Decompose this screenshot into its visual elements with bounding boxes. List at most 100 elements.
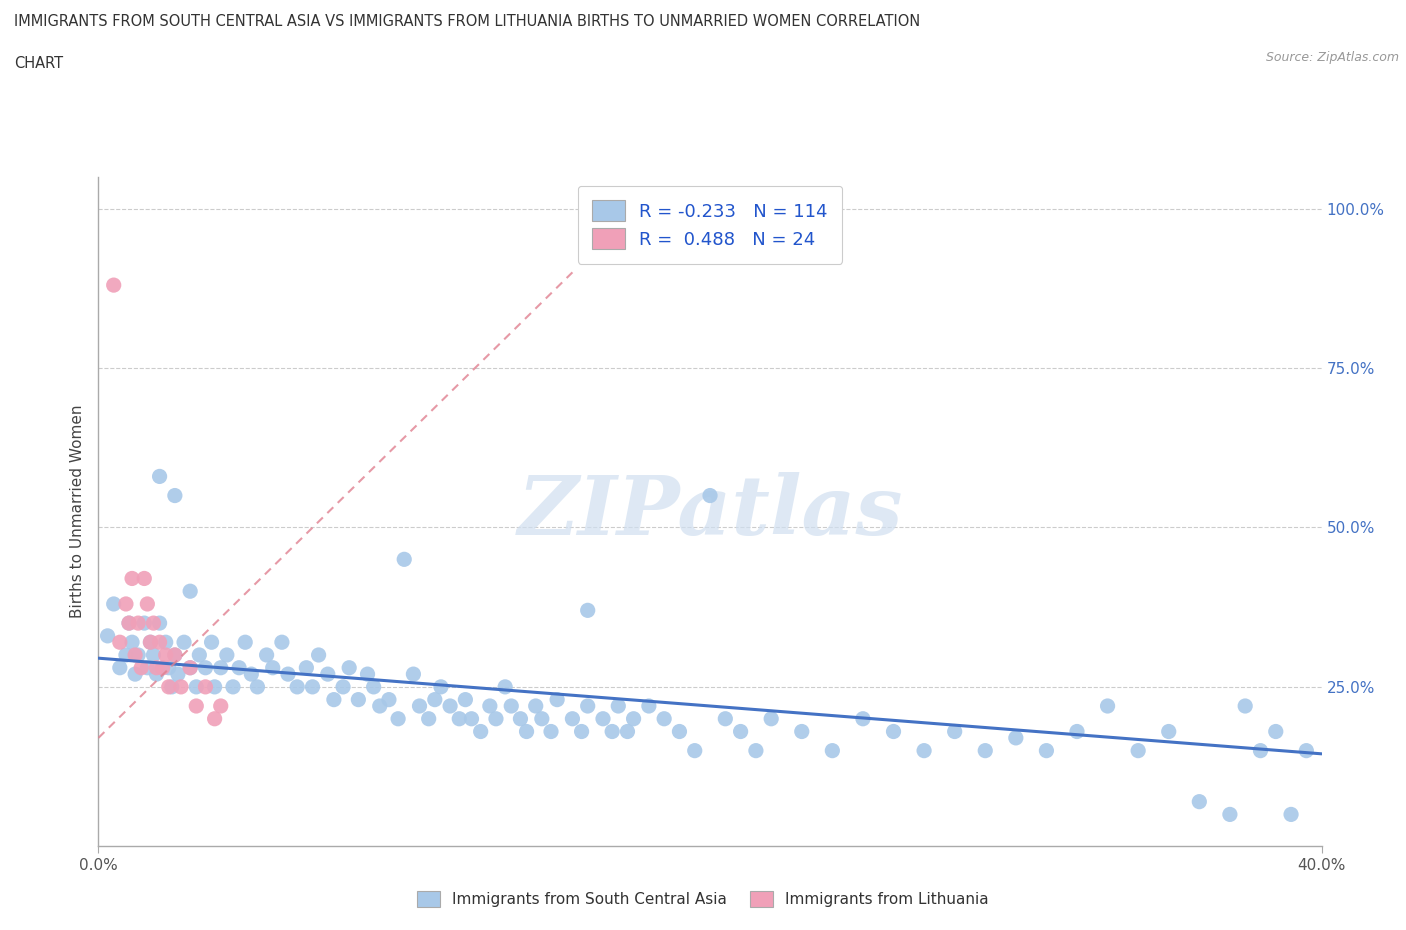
Point	[139, 635, 162, 650]
Point	[974, 743, 997, 758]
Point	[136, 596, 159, 611]
Point	[616, 724, 638, 739]
Point	[485, 711, 508, 726]
Point	[402, 667, 425, 682]
Point	[494, 680, 516, 695]
Point	[408, 698, 430, 713]
Point	[121, 635, 143, 650]
Point	[524, 698, 547, 713]
Point	[115, 647, 138, 662]
Point	[127, 616, 149, 631]
Point	[179, 660, 201, 675]
Point	[209, 660, 232, 675]
Point	[1219, 807, 1241, 822]
Text: Source: ZipAtlas.com: Source: ZipAtlas.com	[1265, 51, 1399, 64]
Point	[233, 635, 256, 650]
Point	[262, 660, 284, 675]
Point	[418, 711, 440, 726]
Point	[152, 660, 174, 675]
Point	[270, 635, 292, 650]
Point	[1157, 724, 1180, 739]
Point	[163, 647, 186, 662]
Point	[699, 488, 721, 503]
Point	[1004, 730, 1026, 745]
Point	[285, 680, 308, 695]
Point	[530, 711, 553, 726]
Point	[204, 711, 226, 726]
Point	[204, 680, 226, 695]
Point	[115, 596, 138, 611]
Point	[118, 616, 141, 631]
Point	[155, 647, 177, 662]
Point	[1066, 724, 1088, 739]
Point	[363, 680, 385, 695]
Point	[127, 647, 149, 662]
Point	[561, 711, 583, 726]
Point	[1249, 743, 1271, 758]
Point	[501, 698, 523, 713]
Point	[430, 680, 453, 695]
Point	[155, 635, 177, 650]
Point	[546, 692, 568, 707]
Point	[121, 571, 143, 586]
Point	[1264, 724, 1286, 739]
Point	[821, 743, 844, 758]
Point	[592, 711, 614, 726]
Point	[1295, 743, 1317, 758]
Point	[188, 647, 211, 662]
Point	[301, 680, 323, 695]
Point	[571, 724, 593, 739]
Point	[1279, 807, 1302, 822]
Point	[730, 724, 752, 739]
Point	[157, 680, 180, 695]
Point	[222, 680, 245, 695]
Point	[668, 724, 690, 739]
Point	[134, 616, 156, 631]
Point	[228, 660, 250, 675]
Point	[149, 616, 172, 631]
Point	[118, 616, 141, 631]
Point	[152, 660, 174, 675]
Point	[316, 667, 339, 682]
Point	[129, 660, 152, 675]
Point	[179, 660, 201, 675]
Point	[912, 743, 935, 758]
Point	[103, 278, 125, 293]
Point	[108, 660, 131, 675]
Point	[149, 635, 172, 650]
Point	[623, 711, 645, 726]
Point	[347, 692, 370, 707]
Point	[368, 698, 391, 713]
Point	[607, 698, 630, 713]
Point	[449, 711, 471, 726]
Point	[149, 469, 172, 484]
Point	[215, 647, 238, 662]
Point	[136, 660, 159, 675]
Text: CHART: CHART	[14, 56, 63, 71]
Point	[163, 647, 186, 662]
Point	[943, 724, 966, 739]
Point	[209, 698, 232, 713]
Point	[516, 724, 538, 739]
Point	[637, 698, 661, 713]
Point	[160, 680, 183, 695]
Point	[186, 680, 208, 695]
Point	[173, 635, 195, 650]
Point	[600, 724, 623, 739]
Point	[179, 584, 201, 599]
Point	[509, 711, 531, 726]
Point	[1097, 698, 1119, 713]
Point	[745, 743, 768, 758]
Point	[308, 647, 330, 662]
Legend: Immigrants from South Central Asia, Immigrants from Lithuania: Immigrants from South Central Asia, Immi…	[411, 884, 995, 913]
Point	[576, 698, 599, 713]
Point	[356, 667, 378, 682]
Point	[167, 667, 190, 682]
Point	[170, 680, 193, 695]
Point	[200, 635, 222, 650]
Point	[322, 692, 344, 707]
Legend: R = -0.233   N = 114, R =  0.488   N = 24: R = -0.233 N = 114, R = 0.488 N = 24	[578, 186, 842, 263]
Text: ZIPatlas: ZIPatlas	[517, 472, 903, 551]
Point	[124, 647, 146, 662]
Point	[332, 680, 354, 695]
